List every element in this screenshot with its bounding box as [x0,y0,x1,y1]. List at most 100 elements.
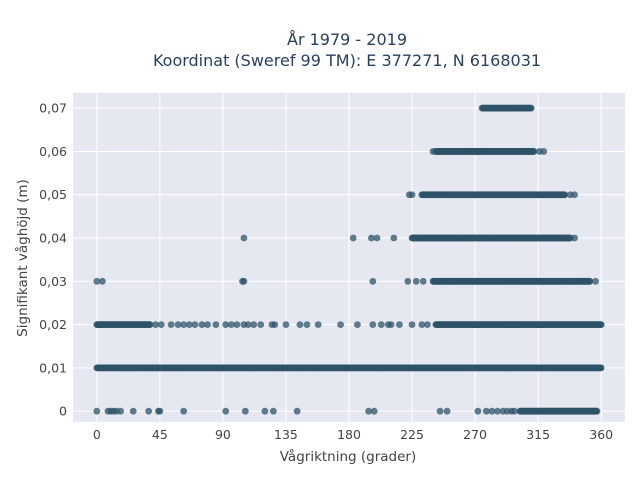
data-point [365,407,373,415]
data-point [257,321,265,328]
data-point [296,321,304,328]
data-point [387,321,395,328]
data-point [377,321,385,328]
data-point [494,407,501,415]
data-point [198,321,206,328]
data-point [337,321,344,328]
data-point [443,407,451,415]
data-point [117,407,125,415]
data-point [368,234,375,242]
x-tick-label: 360 [589,427,613,442]
data-point [271,321,279,328]
y-tick-label: 0,06 [39,144,67,159]
x-tick-label: 135 [274,427,298,442]
data-point [429,148,437,155]
data-point [396,321,403,328]
data-point [571,234,578,242]
data-point [412,277,420,285]
data-point [540,148,548,155]
data-point [93,407,101,415]
data-point [240,234,248,242]
x-tick-label: 90 [215,427,231,442]
data-point [293,407,301,415]
data-point [482,407,490,415]
y-tick-label: 0 [59,404,67,419]
data-point [527,104,535,112]
x-tick-label: 180 [337,427,361,442]
data-point [349,234,357,242]
x-axis-title: Vågriktning (grader) [280,448,417,465]
data-point [146,321,154,328]
y-tick-label: 0,05 [39,187,67,202]
y-tick-label: 0,02 [39,317,67,332]
y-axis-title: Signifikant våghöjd (m) [14,179,31,337]
data-point [373,234,381,242]
x-tick-label: 315 [526,427,550,442]
data-point [370,407,378,415]
x-tick-label: 0 [93,427,101,442]
data-point [419,277,427,285]
data-point [157,321,165,328]
data-point [424,321,431,328]
y-tick-label: 0,07 [39,101,67,116]
data-point [282,321,290,328]
data-point [204,321,211,328]
data-point [145,407,153,415]
data-point [586,277,594,285]
data-point [418,321,426,328]
chart-title-line1: År 1979 - 2019 [287,30,407,49]
data-point [592,277,599,285]
x-tick-label: 225 [400,427,424,442]
data-point [222,407,230,415]
data-point [269,407,277,415]
data-point [174,321,182,328]
data-point [191,321,199,328]
data-point [156,407,164,415]
data-point [185,321,193,328]
data-point [408,321,416,328]
data-point [404,277,412,285]
y-tick-label: 0,01 [39,360,67,375]
data-point [261,407,269,415]
data-point [369,277,377,285]
data-point [571,191,578,199]
data-point [354,321,361,328]
data-point [510,407,518,415]
data-point [180,321,188,328]
data-point [593,407,601,415]
x-axis-ticks: 0 45 90 135 180 225 270 315 360 [93,427,613,442]
data-point [244,321,252,328]
data-points [93,104,605,415]
data-point [488,407,496,415]
data-point [227,321,235,328]
data-point [212,321,220,328]
data-point [222,321,230,328]
data-point [233,321,241,328]
data-point [474,407,482,415]
data-point [303,321,311,328]
data-point [561,191,569,199]
y-axis-ticks: 0 0,01 0,02 0,03 0,04 0,05 0,06 0,07 [39,101,67,419]
data-point [152,321,160,328]
data-point [93,277,101,285]
x-tick-label: 270 [463,427,487,442]
y-tick-label: 0,03 [39,274,67,289]
data-point [250,321,258,328]
data-point [167,321,175,328]
data-point [129,407,137,415]
data-point [241,407,249,415]
data-point [597,321,605,328]
data-point [99,277,106,285]
data-point [369,321,377,328]
chart-title-line2: Koordinat (Sweref 99 TM): E 377271, N 61… [153,51,541,70]
data-point [530,148,538,155]
x-tick-label: 45 [152,427,168,442]
data-point [314,321,322,328]
data-point [180,407,188,415]
data-point [390,234,398,242]
y-tick-label: 0,04 [39,231,67,246]
data-point [597,364,605,372]
data-point [240,277,248,285]
data-point [408,191,416,199]
